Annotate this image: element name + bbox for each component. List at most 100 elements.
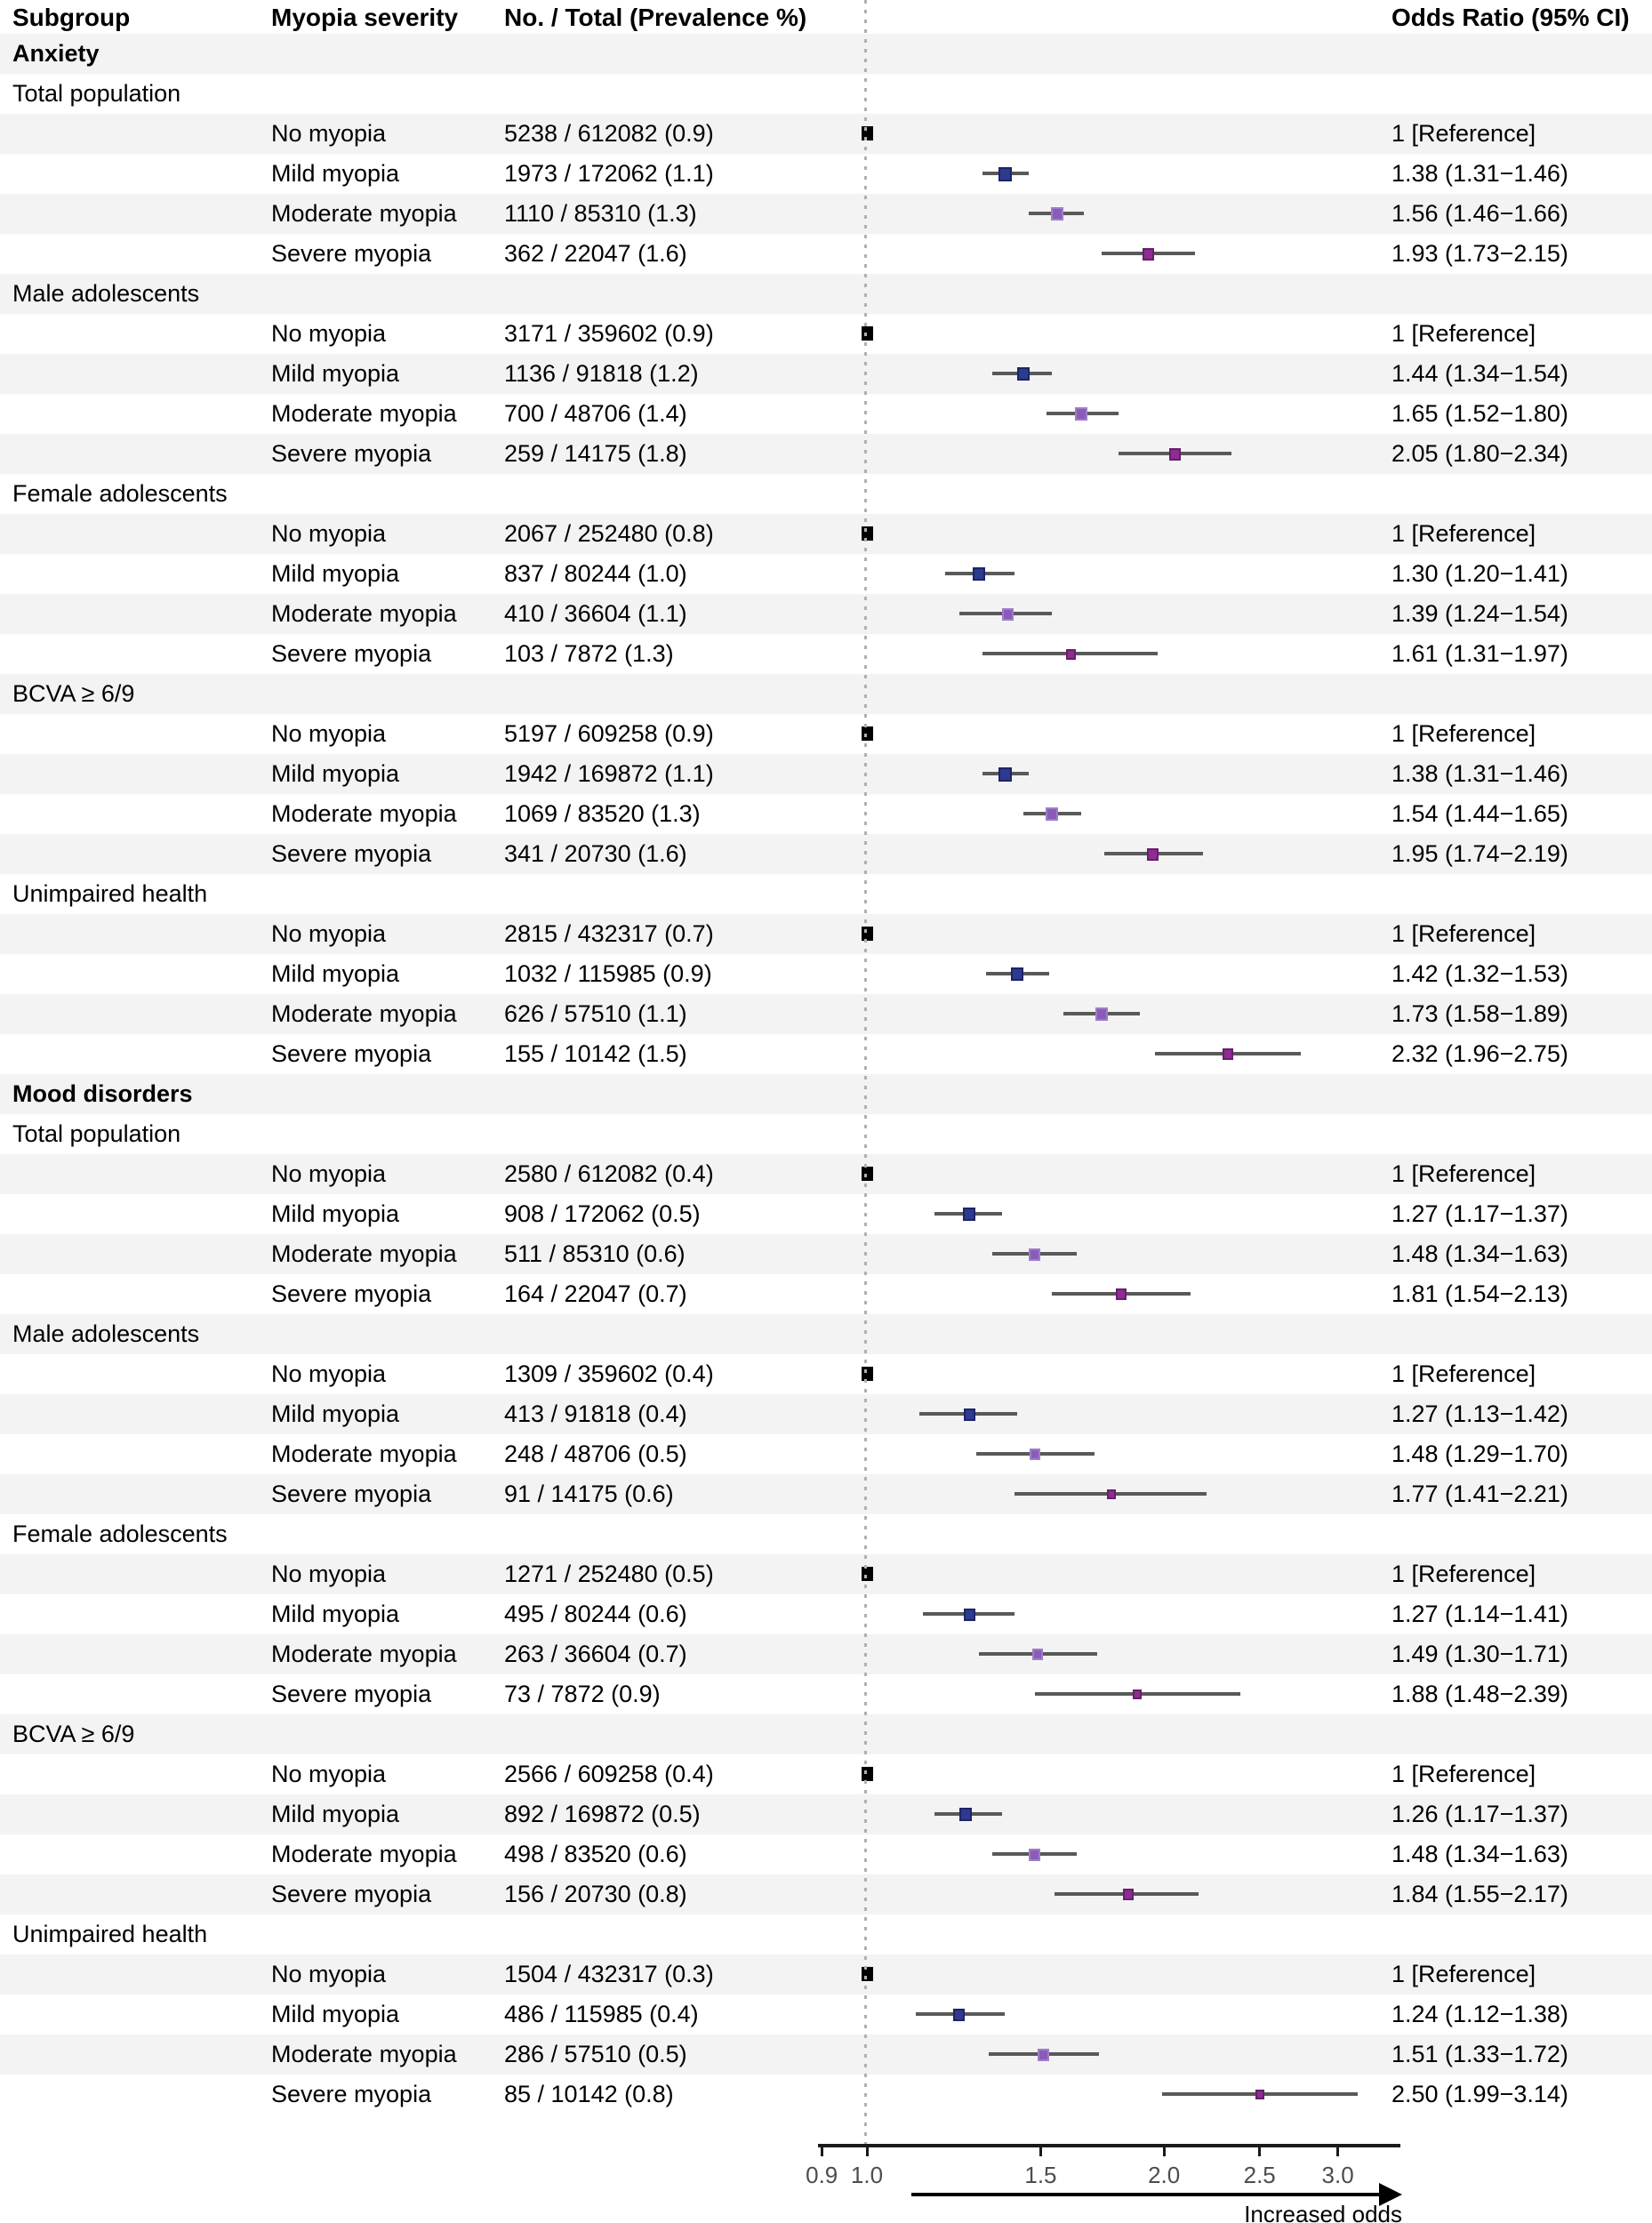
odds-ratio-marker: [1038, 2048, 1050, 2061]
severity-label: No myopia: [271, 1961, 387, 1987]
odds-ratio-value: 1 [Reference]: [1391, 720, 1536, 747]
section-label: Anxiety: [12, 40, 100, 67]
odds-ratio-value: 1.77 (1.41−2.21): [1391, 1481, 1568, 1507]
odds-ratio-marker: [1046, 807, 1059, 821]
odds-ratio-value: 1.48 (1.34−1.63): [1391, 1240, 1568, 1267]
odds-ratio-value: 1.27 (1.17−1.37): [1391, 1200, 1568, 1227]
odds-ratio-value: 1.30 (1.20−1.41): [1391, 560, 1568, 587]
counts-value: 2566 / 609258 (0.4): [504, 1761, 714, 1787]
severity-label: No myopia: [271, 1561, 387, 1587]
odds-ratio-marker: [1255, 2090, 1264, 2099]
x-axis-tick-label: 0.9: [806, 2162, 838, 2188]
x-axis-tick: [820, 2146, 823, 2156]
x-axis-tick: [865, 2146, 869, 2156]
table-row: Moderate myopia 1110 / 85310 (1.3) 1.56 (1…: [0, 194, 1652, 234]
table-row: Moderate myopia 263 / 36604 (0.7) 1.49 (1.…: [0, 1634, 1652, 1674]
odds-ratio-value: 2.32 (1.96−2.75): [1391, 1040, 1568, 1067]
x-axis-tick: [1039, 2146, 1042, 2156]
severity-label: No myopia: [271, 1761, 387, 1787]
table-row: Mild myopia 892 / 169872 (0.5) 1.26 (1.17−…: [0, 1794, 1652, 1834]
table-row: Moderate myopia 626 / 57510 (1.1) 1.73 (1.…: [0, 994, 1652, 1034]
odds-ratio-value: 1 [Reference]: [1391, 520, 1536, 547]
odds-ratio-marker: [1116, 1288, 1127, 1300]
odds-ratio-marker: [1075, 407, 1088, 421]
counts-value: 1110 / 85310 (1.3): [504, 200, 697, 227]
x-axis-line: [818, 2144, 1400, 2147]
odds-ratio-value: 1.56 (1.46−1.66): [1391, 200, 1568, 227]
x-axis-tick-label: 1.0: [850, 2162, 884, 2188]
x-axis-tick-label: 2.0: [1148, 2162, 1181, 2188]
odds-ratio-marker: [998, 166, 1012, 181]
table-row: No myopia 1309 / 359602 (0.4) 1 [Reference…: [0, 1354, 1652, 1394]
table-row: Mild myopia 908 / 172062 (0.5) 1.27 (1.17−…: [0, 1194, 1652, 1234]
counts-value: 1136 / 91818 (1.2): [504, 360, 699, 387]
severity-label: Mild myopia: [271, 560, 400, 587]
severity-label: No myopia: [271, 1160, 387, 1187]
severity-label: Severe myopia: [271, 1881, 432, 1907]
odds-ratio-value: 1.42 (1.32−1.53): [1391, 960, 1568, 987]
counts-value: 248 / 48706 (0.5): [504, 1441, 687, 1467]
counts-value: 1504 / 432317 (0.3): [504, 1961, 714, 1987]
odds-ratio-value: 1 [Reference]: [1391, 1561, 1536, 1587]
severity-label: No myopia: [271, 320, 387, 347]
severity-label: No myopia: [271, 520, 387, 547]
severity-label: Severe myopia: [271, 1481, 432, 1507]
odds-ratio-marker: [1029, 1848, 1041, 1861]
reference-marker: [861, 1767, 873, 1781]
severity-label: No myopia: [271, 120, 387, 147]
severity-label: No myopia: [271, 720, 387, 747]
counts-value: 5197 / 609258 (0.9): [504, 720, 714, 747]
table-row: No myopia 5238 / 612082 (0.9) 1 [Reference…: [0, 114, 1652, 154]
table-row: Mild myopia 1136 / 91818 (1.2) 1.44 (1.34−…: [0, 354, 1652, 394]
table-row: Mild myopia 837 / 80244 (1.0) 1.30 (1.20−1…: [0, 554, 1652, 594]
x-axis-tick: [1162, 2146, 1166, 2156]
table-row: No myopia 3171 / 359602 (0.9) 1 [Reference…: [0, 314, 1652, 354]
section-row: Mood disorders: [0, 1074, 1652, 1114]
x-axis-tick: [1336, 2146, 1340, 2156]
severity-label: Mild myopia: [271, 1200, 400, 1227]
odds-ratio-value: 1 [Reference]: [1391, 1961, 1536, 1987]
odds-ratio-value: 1.54 (1.44−1.65): [1391, 800, 1568, 827]
subgroup-row: Total population: [0, 1114, 1652, 1154]
severity-label: Mild myopia: [271, 1801, 400, 1827]
odds-ratio-value: 1 [Reference]: [1391, 120, 1536, 147]
odds-ratio-marker: [1011, 967, 1024, 981]
x-axis-tick-label: 3.0: [1321, 2162, 1354, 2188]
counts-value: 155 / 10142 (1.5): [504, 1040, 687, 1067]
counts-value: 103 / 7872 (1.3): [504, 640, 674, 667]
severity-label: Severe myopia: [271, 840, 432, 867]
table-row: Severe myopia 91 / 14175 (0.6) 1.77 (1.41−…: [0, 1474, 1652, 1514]
subgroup-label: Male adolescents: [12, 280, 200, 307]
odds-ratio-marker: [963, 1408, 975, 1421]
odds-ratio-value: 1.48 (1.29−1.70): [1391, 1441, 1568, 1467]
subgroup-row: Female adolescents: [0, 1514, 1652, 1554]
odds-ratio-marker: [1222, 1048, 1233, 1060]
table-row: Severe myopia 73 / 7872 (0.9) 1.88 (1.48−2…: [0, 1674, 1652, 1714]
odds-ratio-value: 2.05 (1.80−2.34): [1391, 440, 1568, 467]
severity-label: Mild myopia: [271, 1601, 400, 1627]
odds-ratio-value: 2.50 (1.99−3.14): [1391, 2081, 1568, 2107]
table-row: Severe myopia 259 / 14175 (1.8) 2.05 (1.80…: [0, 434, 1652, 474]
counts-value: 91 / 14175 (0.6): [504, 1481, 674, 1507]
severity-label: No myopia: [271, 1360, 387, 1387]
x-axis-tick: [1258, 2146, 1262, 2156]
odds-ratio-value: 1 [Reference]: [1391, 920, 1536, 947]
table-row: Mild myopia 495 / 80244 (0.6) 1.27 (1.14−1…: [0, 1594, 1652, 1634]
reference-marker: [861, 526, 873, 541]
counts-value: 700 / 48706 (1.4): [504, 400, 687, 427]
table-row: No myopia 2067 / 252480 (0.8) 1 [Reference…: [0, 514, 1652, 554]
odds-ratio-marker: [959, 1808, 973, 1821]
severity-label: Mild myopia: [271, 960, 400, 987]
reference-marker: [861, 126, 873, 140]
counts-value: 259 / 14175 (1.8): [504, 440, 687, 467]
severity-label: Severe myopia: [271, 1681, 432, 1707]
subgroup-label: BCVA ≥ 6/9: [12, 680, 135, 707]
odds-ratio-value: 1.38 (1.31−1.46): [1391, 760, 1568, 787]
counts-value: 626 / 57510 (1.1): [504, 1000, 687, 1027]
x-axis-tick-label: 2.5: [1243, 2162, 1276, 2188]
odds-ratio-value: 1.24 (1.12−1.38): [1391, 2001, 1568, 2027]
counts-value: 362 / 22047 (1.6): [504, 240, 687, 267]
severity-label: Mild myopia: [271, 360, 400, 387]
odds-ratio-marker: [1032, 1649, 1044, 1660]
subgroup-row: BCVA ≥ 6/9: [0, 1714, 1652, 1754]
